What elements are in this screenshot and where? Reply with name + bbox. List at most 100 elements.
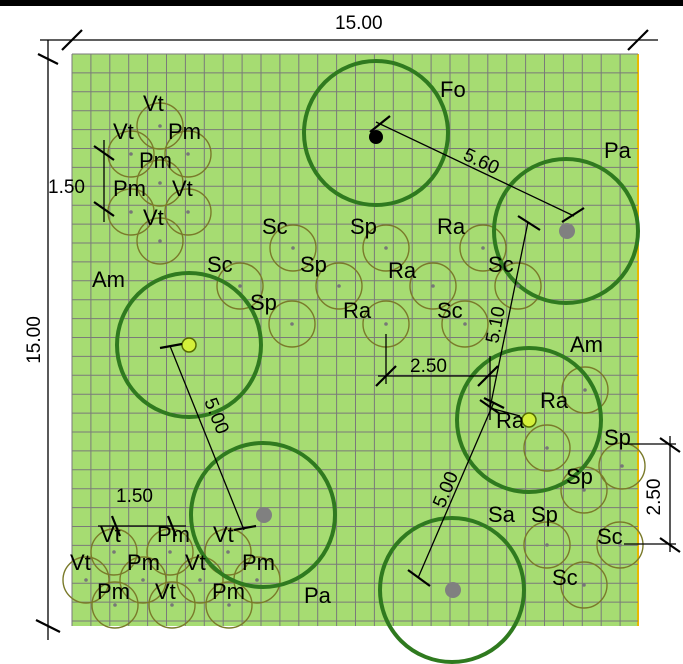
trunk-am-right [521, 412, 537, 428]
shrub-dot [112, 550, 116, 554]
label-sc: Sc [597, 524, 623, 549]
trunk-am-left [181, 337, 197, 353]
label-sc: Sc [262, 214, 288, 239]
shrub-circle [148, 581, 196, 629]
dim-tick [477, 365, 499, 387]
shrub-circle [560, 561, 608, 609]
shrub-dot [481, 246, 485, 250]
dim-label-250-mid: 2.50 [410, 356, 447, 377]
shrub-dot [582, 488, 586, 492]
label-vt: Vt [185, 550, 206, 575]
dim-tick [517, 215, 541, 231]
dim-tick [659, 437, 681, 453]
shrub-circle [164, 130, 212, 178]
shrub-dot [186, 152, 190, 156]
shrub-circle [523, 521, 571, 569]
shrub-dot [84, 578, 88, 582]
shrub-circle [91, 581, 139, 629]
label-vt: Vt [172, 176, 193, 201]
canopy-pa-left [189, 441, 337, 589]
dim-tick [61, 29, 83, 51]
shrub-dot [620, 464, 624, 468]
shrub-circle [494, 262, 542, 310]
shrub-circle [107, 130, 155, 178]
shrub-dot [545, 543, 549, 547]
label-sp: Sp [566, 464, 593, 489]
shrub-circle [62, 556, 110, 604]
label-sc: Sc [552, 565, 578, 590]
shrub-dot [290, 322, 294, 326]
canopy-fo [302, 59, 450, 207]
shrub-circle [523, 424, 571, 472]
dim-tick [659, 537, 681, 553]
dim-tick [561, 207, 585, 223]
label-vt: Vt [143, 91, 164, 116]
shrub-circle [216, 262, 264, 310]
label-ra: Ra [388, 258, 417, 283]
label-pa-top: Pa [604, 138, 632, 163]
top-border [0, 0, 683, 6]
label-vt: Vt [213, 522, 234, 547]
label-vt: Vt [155, 579, 176, 604]
dim-tick [407, 569, 431, 587]
shrub-dot [238, 284, 242, 288]
shrub-circle [176, 556, 224, 604]
shrub-circle [136, 217, 184, 265]
dim-ext [489, 407, 521, 417]
label-sc: Sc [437, 298, 463, 323]
tree-canopies [115, 59, 640, 664]
label-vt: Vt [70, 550, 91, 575]
shrub-dot [618, 543, 622, 547]
label-pm: Pm [127, 550, 160, 575]
label-pm: Pm [157, 522, 190, 547]
dim-label-width: 15.00 [335, 13, 383, 34]
label-vt: Vt [143, 205, 164, 230]
shrub-circle [409, 262, 457, 310]
label-sp: Sp [350, 214, 377, 239]
dim-tick [479, 399, 501, 415]
shrub-circle [459, 224, 507, 272]
shrub-dot [226, 550, 230, 554]
label-pm: Pm [97, 579, 130, 604]
label-pm: Pm [242, 550, 275, 575]
shrub-circle [596, 521, 644, 569]
label-vt: Vt [113, 119, 134, 144]
dim-tick [375, 365, 397, 387]
label-fo: Fo [440, 77, 466, 102]
label-am-left: Am [92, 267, 125, 292]
plant-labels: Fo Pa Am Am Pa Vt Vt Pm Pm Pm Vt Vt Sc S… [70, 77, 632, 608]
dim-tick [483, 397, 505, 409]
dim-tick [627, 29, 649, 51]
dim-tick [159, 342, 183, 350]
shrub-circle [119, 556, 167, 604]
shrub-circle [315, 262, 363, 310]
canopy-pa-bottom [378, 516, 526, 664]
trunk-pa-bottom [445, 582, 461, 598]
shrub-circles [62, 102, 646, 629]
shrub-dot [158, 181, 162, 185]
shrub-dot [545, 446, 549, 450]
label-ra: Ra [437, 214, 466, 239]
dim-line-500-left [169, 345, 245, 531]
shrub-circle [269, 224, 317, 272]
label-ra: Ra [343, 298, 372, 323]
shrub-dot [113, 603, 117, 607]
shrub-dot [337, 284, 341, 288]
dim-line-510 [489, 221, 529, 409]
shrub-dot [141, 578, 145, 582]
label-sp: Sp [604, 425, 631, 450]
dim-label-150-left: 1.50 [48, 177, 85, 198]
shrub-circle [136, 159, 184, 207]
shrub-dot [227, 603, 231, 607]
shrub-dot [170, 603, 174, 607]
shrub-dot [582, 583, 586, 587]
shrub-dot [168, 550, 172, 554]
label-sp: Sp [250, 290, 277, 315]
trunk-pa-top [559, 223, 575, 239]
dimension-lines [35, 29, 681, 640]
label-sc: Sc [207, 252, 233, 277]
shrub-circle [136, 102, 184, 150]
shrub-dot [463, 322, 467, 326]
shrub-dot [255, 578, 259, 582]
shrub-circle [561, 366, 609, 414]
